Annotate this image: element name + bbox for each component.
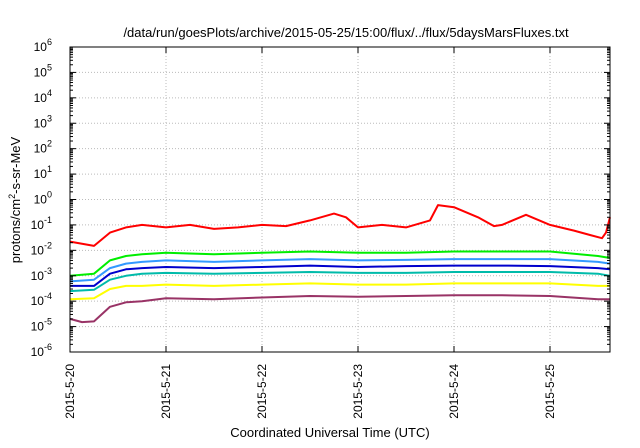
series-line-5 <box>69 282 610 301</box>
y-tick-base: 10 <box>31 243 45 257</box>
y-axis-label: protons/cm2-s-sr-MeV <box>7 136 23 263</box>
y-tick-label: 10-2 <box>31 240 52 257</box>
x-tick-label: 2015-5-23 <box>351 364 365 419</box>
y-tick-base: 10 <box>31 218 45 232</box>
y-tick-base: 10 <box>34 65 48 79</box>
y-tick-base: 10 <box>31 294 45 308</box>
grid <box>70 46 610 353</box>
y-tick-exponent: -4 <box>44 291 52 301</box>
y-tick-base: 10 <box>34 40 48 54</box>
chart-title: /data/run/goesPlots/archive/2015-05-25/1… <box>123 25 569 40</box>
y-tick-base: 10 <box>34 142 48 156</box>
y-tick-exponent: 6 <box>47 37 52 47</box>
series-line-6 <box>69 294 610 324</box>
y-tick-label: 102 <box>34 139 52 156</box>
y-tick-base: 10 <box>34 167 48 181</box>
x-axis-label: Coordinated Universal Time (UTC) <box>230 425 429 440</box>
y-tick-base: 10 <box>34 116 48 130</box>
x-tick-label: 2015-5-25 <box>543 364 557 419</box>
y-tick-label: 103 <box>34 113 52 130</box>
y-tick-exponent: 5 <box>47 62 52 72</box>
y-tick-exponent: -1 <box>44 215 52 225</box>
y-tick-base: 10 <box>34 91 48 105</box>
y-axis-label-main: protons/cm <box>8 199 23 263</box>
y-tick-label: 10-5 <box>31 317 52 334</box>
x-tick-label: 2015-5-20 <box>63 364 77 419</box>
series-line-3 <box>70 264 611 287</box>
x-tick-label: 2015-5-24 <box>447 364 461 419</box>
y-tick-label: 104 <box>34 88 52 105</box>
y-tick-label: 100 <box>34 190 52 207</box>
y-tick-exponent: 2 <box>47 139 52 149</box>
y-axis-label-sup: 2 <box>7 194 17 199</box>
y-tick-exponent: 4 <box>47 88 52 98</box>
y-tick-label: 106 <box>34 37 52 54</box>
series-group <box>69 204 611 324</box>
y-tick-exponent: 3 <box>47 113 52 123</box>
y-tick-label: 10-3 <box>31 266 52 283</box>
series-line-2 <box>69 258 611 283</box>
y-tick-exponent: -6 <box>44 342 52 352</box>
y-axis-label-unit: -s-sr-MeV <box>8 136 23 193</box>
y-tick-label: 10-1 <box>31 215 52 232</box>
y-tick-base: 10 <box>31 345 45 359</box>
series-line-0 <box>69 204 611 247</box>
y-tick-base: 10 <box>34 193 48 207</box>
y-tick-label: 10-6 <box>31 342 52 359</box>
y-axis: 10-610-510-410-310-210-11001011021031041… <box>31 37 610 359</box>
y-tick-exponent: 0 <box>47 190 52 200</box>
y-tick-exponent: -5 <box>44 317 52 327</box>
y-tick-exponent: 1 <box>47 164 52 174</box>
y-tick-exponent: -3 <box>44 266 52 276</box>
y-tick-label: 101 <box>34 164 52 181</box>
x-tick-label: 2015-5-22 <box>255 364 269 419</box>
y-tick-label: 105 <box>34 62 52 79</box>
y-tick-base: 10 <box>31 269 45 283</box>
y-tick-base: 10 <box>31 320 45 334</box>
x-axis: 2015-5-20 2015-5-21 2015-5-22 2015-5-23 2015… <box>63 47 557 419</box>
series-line-4 <box>69 271 611 293</box>
y-tick-label: 10-4 <box>31 291 52 308</box>
x-tick-label: 2015-5-21 <box>159 364 173 419</box>
series-line-1 <box>69 250 611 277</box>
y-tick-exponent: -2 <box>44 240 52 250</box>
